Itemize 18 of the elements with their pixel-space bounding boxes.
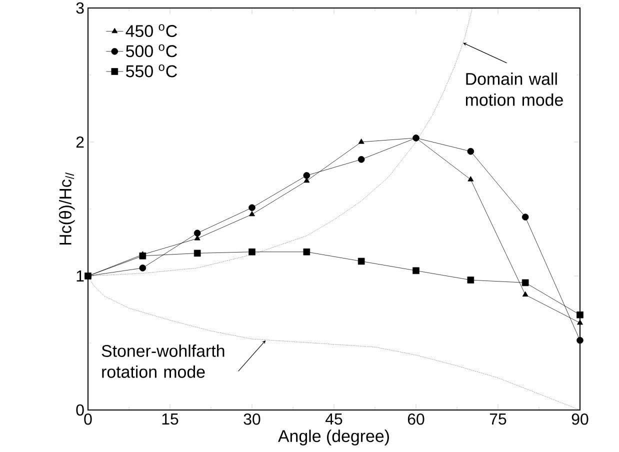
x-tick-label: 0 (84, 414, 92, 425)
y-tick-label: 2 (76, 136, 84, 148)
x-tick-label: 60 (408, 414, 424, 425)
annotation: Domain wall motion mode (466, 72, 563, 106)
x-tick-label: 15 (162, 414, 178, 425)
annotation: Stoner-wohlfarth rotation mode (102, 344, 224, 378)
y-tick-label: 0 (76, 404, 84, 416)
y-tick-label: 3 (76, 2, 84, 14)
x-axis-title: Angle (degree) (278, 430, 389, 446)
legend-label: 550 $^{o}$C (126, 64, 177, 78)
x-tick-label: 90 (572, 414, 588, 425)
y-axis-title: Hc(θ)/Hc$_{//}$ (59, 172, 75, 245)
legend-label: 500 $^{o}$C (126, 44, 177, 58)
x-tick-label: 75 (490, 414, 506, 425)
legend-label: 450 $^{o}$C (126, 24, 177, 38)
x-tick-label: 45 (325, 414, 342, 425)
x-tick-label: 30 (244, 414, 260, 425)
y-tick-label: 1 (76, 270, 84, 282)
